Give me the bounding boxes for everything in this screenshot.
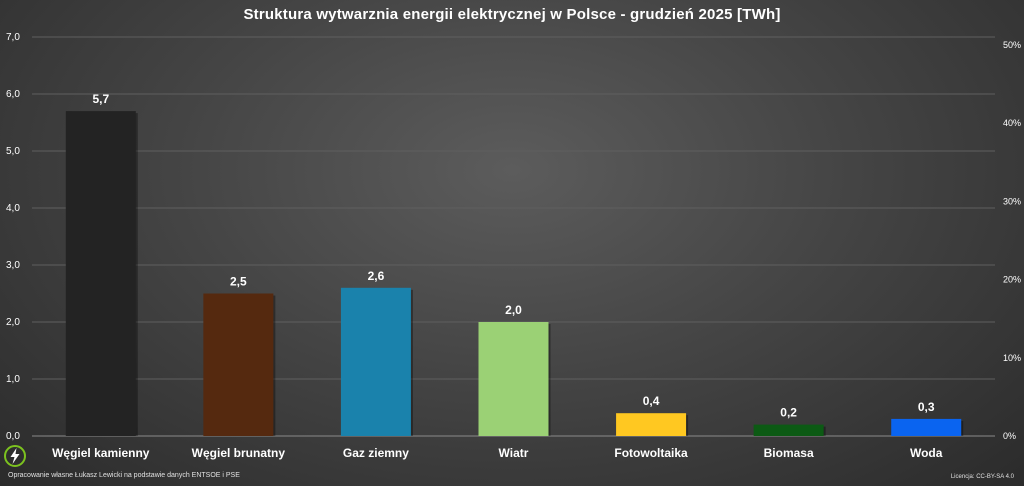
x-tick-label: Gaz ziemny	[343, 446, 409, 460]
data-label: 0,3	[918, 400, 935, 414]
y2-tick-label: 0%	[1003, 431, 1016, 441]
y2-axis: 0% 10% 20% 30% 40% 50%	[1003, 40, 1021, 441]
bar	[891, 418, 962, 436]
y2-tick-label: 30%	[1003, 196, 1021, 206]
bars	[65, 111, 964, 436]
data-label: 2,0	[505, 303, 522, 317]
x-tick-label: Biomasa	[764, 446, 814, 460]
y-tick-label: 5,0	[6, 146, 20, 157]
bar	[203, 293, 274, 436]
bar	[478, 322, 549, 436]
y-tick-label: 3,0	[6, 260, 20, 271]
bar	[65, 111, 136, 436]
x-axis: Węgiel kamienny Węgiel brunatny Gaz ziemny…	[52, 446, 943, 460]
y2-tick-label: 50%	[1003, 40, 1021, 50]
y-axis: 0,0 1,0 2,0 3,0 4,0 5,0 6,0 7,0	[6, 32, 20, 442]
data-label: 2,5	[230, 275, 247, 289]
x-tick-label: Woda	[910, 446, 943, 460]
data-labels: 5,7 2,5 2,6 2,0 0,4 0,2 0,3	[92, 92, 934, 420]
x-tick-label: Węgiel brunatny	[192, 446, 286, 460]
data-label: 2,6	[368, 269, 385, 283]
license-text: Licencja: CC-BY-SA 4.0	[950, 474, 1014, 480]
bar	[616, 413, 687, 436]
y2-tick-label: 20%	[1003, 275, 1021, 285]
data-label: 5,7	[92, 92, 109, 106]
x-tick-label: Węgiel kamienny	[52, 446, 150, 460]
chart-title: Struktura wytwarznia energii elektryczne…	[243, 6, 781, 23]
y-tick-label: 2,0	[6, 317, 20, 328]
bar	[340, 287, 411, 436]
y2-tick-label: 40%	[1003, 118, 1021, 128]
lightning-bolt-icon	[4, 445, 26, 467]
y-tick-label: 7,0	[6, 32, 20, 43]
y-tick-label: 4,0	[6, 203, 20, 214]
y-tick-label: 0,0	[6, 431, 20, 442]
y2-tick-label: 10%	[1003, 353, 1021, 363]
x-tick-label: Fotowoltaika	[614, 446, 688, 460]
y-tick-label: 1,0	[6, 374, 20, 385]
bar	[753, 424, 824, 436]
y-tick-label: 6,0	[6, 89, 20, 100]
data-label: 0,4	[643, 394, 660, 408]
credit-text: Opracowanie własne Łukasz Lewicki na pod…	[8, 472, 240, 479]
x-tick-label: Wiatr	[499, 446, 529, 460]
data-label: 0,2	[780, 406, 797, 420]
